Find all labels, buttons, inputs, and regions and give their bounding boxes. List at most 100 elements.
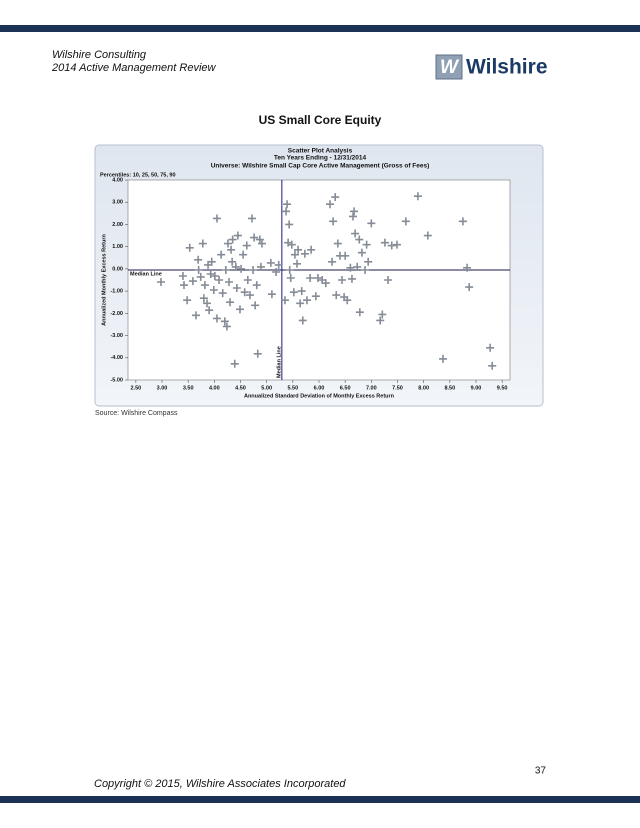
x-tick-label: 3.50	[183, 385, 194, 391]
point	[362, 240, 371, 249]
point	[267, 290, 276, 299]
x-tick-label: 9.50	[497, 385, 508, 391]
point	[206, 270, 215, 278]
point	[378, 310, 387, 319]
point	[353, 262, 362, 271]
point	[228, 235, 237, 244]
percentiles: Percentiles: 10, 25, 50, 75, 90	[100, 172, 176, 178]
x-tick-label: 7.50	[392, 385, 403, 391]
logo-box	[435, 54, 463, 80]
point	[212, 314, 221, 323]
point	[223, 239, 232, 248]
point	[285, 266, 294, 274]
point	[361, 266, 370, 274]
point	[380, 238, 389, 247]
point	[486, 343, 495, 352]
y-axis-label: Annualized Monthly Excess Return	[101, 234, 107, 326]
point	[364, 257, 373, 266]
x-tick-label: 5.50	[287, 385, 298, 391]
point	[355, 308, 364, 317]
point	[256, 262, 265, 271]
median-label-h: Median Line	[130, 271, 162, 277]
point	[349, 212, 358, 221]
point	[205, 306, 214, 315]
point	[156, 278, 165, 286]
point	[423, 231, 432, 240]
y-tick-label: -3.00	[110, 333, 123, 339]
point	[290, 250, 299, 259]
point	[253, 349, 262, 358]
point	[294, 245, 303, 254]
point	[333, 239, 342, 248]
point	[231, 262, 240, 271]
point	[296, 299, 305, 308]
point	[243, 276, 252, 284]
point	[215, 276, 224, 284]
point	[343, 296, 352, 305]
header-line1: Wilshire Consulting	[52, 49, 147, 61]
footer: Copyright © 2015, Wilshire Associates In…	[94, 778, 346, 790]
point	[282, 207, 291, 216]
point	[341, 251, 350, 260]
source: Source: Wilshire Compass	[95, 410, 178, 417]
x-tick-label: 3.00	[157, 385, 168, 391]
point	[228, 257, 237, 266]
point	[439, 354, 448, 363]
point	[249, 266, 258, 274]
point	[313, 274, 322, 282]
point	[257, 239, 266, 248]
point	[232, 284, 241, 292]
point	[392, 240, 401, 249]
point	[227, 245, 236, 254]
y-tick-label: 2.00	[112, 222, 123, 228]
point	[367, 219, 376, 228]
point	[224, 278, 233, 286]
point	[250, 233, 259, 242]
point	[387, 241, 396, 250]
point	[218, 289, 227, 298]
point	[306, 274, 315, 282]
logo-text: Wilshire	[466, 56, 548, 79]
point	[280, 296, 289, 305]
point	[179, 281, 188, 290]
point	[235, 305, 244, 314]
point	[297, 287, 306, 296]
point	[458, 217, 467, 226]
header-line2: 2014 Active Management Review	[51, 62, 217, 74]
point	[199, 294, 208, 303]
point	[226, 298, 235, 307]
point	[355, 235, 364, 244]
point	[185, 243, 194, 252]
point	[192, 311, 201, 320]
point	[233, 231, 242, 240]
point	[188, 277, 197, 286]
point	[183, 296, 192, 305]
point	[200, 281, 209, 290]
x-tick-label: 4.50	[235, 385, 246, 391]
point	[221, 266, 230, 274]
y-tick-label: 3.00	[112, 200, 123, 206]
point	[239, 250, 248, 259]
y-tick-label: 4.00	[112, 177, 123, 183]
median-label-v: Median Line	[276, 346, 282, 378]
point	[302, 296, 311, 305]
chart-subtitle: Ten Years Ending - 12/31/2014	[274, 155, 367, 162]
point	[357, 248, 366, 257]
point	[286, 274, 295, 282]
page-number: 37	[535, 766, 547, 777]
point	[300, 249, 309, 258]
point	[220, 317, 229, 326]
x-tick-label: 8.50	[444, 385, 455, 391]
x-tick-label: 6.00	[314, 385, 325, 391]
logo: W Wilshire	[435, 54, 548, 80]
point	[230, 359, 239, 368]
point	[325, 200, 334, 209]
point	[338, 276, 347, 284]
point	[240, 288, 249, 297]
point	[329, 217, 338, 226]
point	[252, 281, 261, 290]
section-title: US Small Core Equity	[259, 113, 382, 127]
point	[210, 272, 219, 280]
point	[194, 255, 203, 264]
